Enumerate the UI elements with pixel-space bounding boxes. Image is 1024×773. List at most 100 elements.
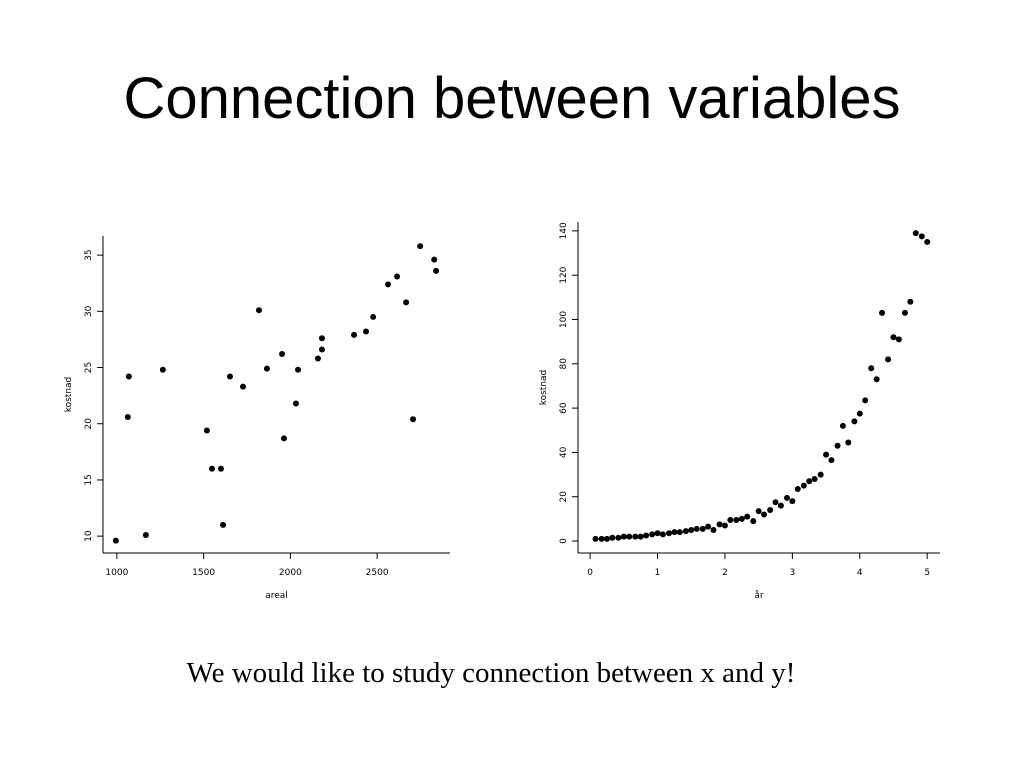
point	[255, 307, 262, 314]
point	[783, 494, 790, 501]
point	[203, 427, 210, 434]
caption: We would like to study connection betwee…	[187, 657, 796, 689]
slide-title: Connection between variables	[123, 66, 900, 131]
point	[666, 530, 673, 537]
y-tick-label: 140	[559, 222, 569, 239]
point	[789, 498, 796, 505]
point	[159, 366, 166, 373]
point	[727, 516, 734, 523]
point	[124, 413, 131, 420]
point	[314, 355, 321, 362]
x-tick-label: 5	[924, 568, 930, 578]
point	[217, 465, 224, 472]
point	[777, 502, 784, 509]
point	[839, 422, 846, 429]
point	[403, 299, 410, 306]
y-tick-label: 20	[559, 491, 569, 503]
point	[705, 523, 712, 530]
point	[862, 397, 869, 404]
point	[125, 373, 132, 380]
point	[295, 366, 302, 373]
x-tick-label: 1000	[105, 568, 128, 578]
y-tick-label: 35	[84, 249, 94, 260]
point	[208, 465, 215, 472]
chart: 0 1 2 3 4 5 0 20 40 60 80 100 120 140 år kostnad	[539, 222, 940, 601]
y-axis-label: kostnad	[64, 377, 74, 413]
point	[688, 526, 695, 533]
point	[626, 533, 633, 540]
point	[592, 535, 599, 542]
point	[227, 373, 234, 380]
x-axis-label: år	[754, 590, 764, 601]
point	[263, 365, 270, 372]
y-tick-label: 40	[559, 446, 569, 458]
point	[654, 530, 661, 537]
point	[856, 410, 863, 417]
point	[918, 233, 925, 240]
point	[279, 351, 286, 358]
point	[417, 243, 424, 250]
point	[800, 482, 807, 489]
point	[885, 356, 892, 363]
y-tick-label: 80	[559, 358, 569, 370]
x-tick-label: 2000	[279, 568, 302, 578]
point	[733, 516, 740, 523]
point	[351, 331, 358, 338]
point	[868, 365, 875, 372]
point	[890, 334, 897, 341]
point	[761, 511, 768, 518]
point	[912, 230, 919, 237]
point	[873, 376, 880, 383]
point	[845, 439, 852, 446]
y-tick-label: 100	[559, 311, 569, 328]
point	[772, 499, 779, 506]
y-tick-label: 25	[84, 362, 94, 373]
point	[394, 273, 401, 280]
x-tick-label: 4	[857, 568, 863, 578]
x-tick-label: 0	[587, 568, 593, 578]
point	[603, 535, 610, 542]
x-axis-label: areal	[265, 591, 288, 601]
point	[823, 451, 830, 458]
point	[794, 485, 801, 492]
point	[901, 309, 908, 316]
x-tick-label: 2500	[366, 568, 389, 578]
point	[637, 533, 644, 540]
point	[431, 256, 438, 263]
point	[142, 532, 149, 539]
point	[738, 515, 745, 522]
point	[632, 533, 639, 540]
point	[385, 281, 392, 288]
point	[370, 313, 377, 320]
point	[112, 537, 119, 544]
point	[682, 528, 689, 535]
point	[879, 309, 886, 316]
point	[240, 383, 247, 390]
point	[693, 525, 700, 532]
point	[671, 529, 678, 536]
y-tick-label: 10	[84, 530, 94, 542]
point	[220, 521, 227, 528]
y-axis-label: kostnad	[539, 370, 549, 406]
point	[433, 267, 440, 274]
y-tick-label: 60	[559, 402, 569, 414]
point	[828, 457, 835, 464]
point	[710, 526, 717, 533]
point	[895, 336, 902, 343]
point	[318, 335, 325, 342]
point	[750, 518, 757, 525]
point	[643, 532, 650, 539]
point	[615, 534, 622, 541]
point	[620, 533, 627, 540]
x-tick-label: 1	[655, 568, 661, 578]
point	[649, 531, 656, 538]
point	[363, 328, 370, 335]
point	[609, 534, 616, 541]
point	[721, 522, 728, 529]
chart: 1000 1500 2000 2500 10 15 20 25 30 35 areal kostnad	[64, 236, 450, 601]
x-tick-label: 2	[722, 568, 728, 578]
y-tick-label: 120	[559, 266, 569, 283]
point	[907, 298, 914, 305]
x-tick-label: 1500	[192, 568, 215, 578]
